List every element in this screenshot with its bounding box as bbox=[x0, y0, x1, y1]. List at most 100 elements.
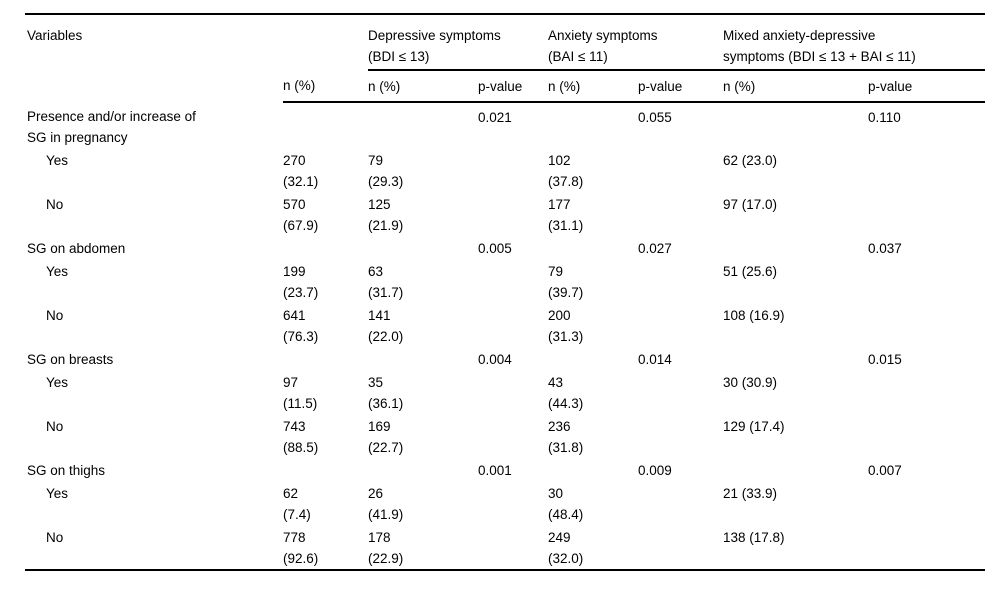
cell-depressive-pct: (22.7) bbox=[368, 440, 404, 455]
header-group-mixed-line2: symptoms (BDI ≤ 13 + BAI ≤ 11) bbox=[723, 49, 916, 64]
cell-depressive-pct: (21.9) bbox=[368, 218, 404, 233]
cell-mixed: 97 (17.0) bbox=[723, 197, 778, 212]
empty-cell bbox=[638, 525, 723, 570]
cell-anxiety: 30 (48.4) bbox=[548, 481, 638, 525]
category-row-abdomen: SG on abdomen 0.005 0.027 0.037 bbox=[25, 236, 985, 259]
cell-total-pct: (76.3) bbox=[283, 329, 319, 344]
cell-total-n: 62 bbox=[283, 486, 299, 501]
cell-total-n: 743 bbox=[283, 419, 306, 434]
category-label-cell: Presence and/or increase of SG in pregna… bbox=[25, 102, 283, 148]
cell-anxiety: 177 (31.1) bbox=[548, 192, 638, 236]
subheader-mixed-n: n (%) bbox=[723, 70, 869, 103]
cell-total-pct: (23.7) bbox=[283, 285, 319, 300]
cell-total: 778 (92.6) bbox=[283, 525, 368, 570]
category-row-thighs: SG on thighs 0.001 0.009 0.007 bbox=[25, 458, 985, 481]
empty-cell bbox=[368, 347, 478, 370]
cell-depressive-n: 169 bbox=[368, 419, 391, 434]
header-group-mixed: Mixed anxiety-depressive symptoms (BDI ≤… bbox=[723, 14, 986, 71]
header-group-depressive-line1: Depressive symptoms bbox=[368, 28, 501, 43]
empty-cell bbox=[638, 414, 723, 458]
p-value-depressive: 0.005 bbox=[478, 241, 512, 256]
cell-anxiety: 249 (32.0) bbox=[548, 525, 638, 570]
header-group-row: Variables Depressive symptoms (BDI ≤ 13)… bbox=[25, 14, 986, 71]
cell-depressive-pct: (29.3) bbox=[368, 174, 404, 189]
data-row-no: No 778 (92.6) 178 (22.9) 249 (32.0) 138 (17… bbox=[25, 525, 985, 570]
cell-depressive-pct: (41.9) bbox=[368, 507, 404, 522]
cell-anxiety-n: 200 bbox=[548, 308, 571, 323]
category-label-line1: SG on breasts bbox=[27, 352, 114, 367]
empty-cell bbox=[638, 148, 723, 192]
header-variables: Variables bbox=[27, 28, 83, 43]
cell-total-n: 199 bbox=[283, 264, 306, 279]
cell-total: 62 (7.4) bbox=[283, 481, 368, 525]
cell-anxiety-pct: (48.4) bbox=[548, 507, 584, 522]
empty-cell bbox=[723, 458, 868, 481]
cell-anxiety: 200 (31.3) bbox=[548, 303, 638, 347]
empty-cell bbox=[638, 370, 723, 414]
cell-total-n: 97 bbox=[283, 375, 299, 390]
category-row-breasts: SG on breasts 0.004 0.014 0.015 bbox=[25, 347, 985, 370]
category-row-pregnancy: Presence and/or increase of SG in pregna… bbox=[25, 102, 985, 148]
cell-depressive: 169 (22.7) bbox=[368, 414, 478, 458]
p-value-mixed: 0.037 bbox=[868, 241, 902, 256]
category-label-line1: SG on abdomen bbox=[27, 241, 126, 256]
category-label-cell: SG on breasts bbox=[25, 347, 283, 370]
cell-depressive: 26 (41.9) bbox=[368, 481, 478, 525]
p-value-anxiety: 0.009 bbox=[638, 463, 672, 478]
data-row-yes: Yes 270 (32.1) 79 (29.3) 102 (37.8) 62 (23.… bbox=[25, 148, 985, 192]
p-value-anxiety: 0.055 bbox=[638, 110, 672, 125]
empty-cell bbox=[638, 259, 723, 303]
cell-anxiety-n: 30 bbox=[548, 486, 564, 501]
subheader-depressive-n: n (%) bbox=[368, 70, 478, 103]
cell-depressive: 125 (21.9) bbox=[368, 192, 478, 236]
cell-anxiety-pct: (31.1) bbox=[548, 218, 584, 233]
header-group-depressive-line2: (BDI ≤ 13) bbox=[368, 49, 430, 64]
category-label-cell: SG on abdomen bbox=[25, 236, 283, 259]
empty-cell bbox=[478, 303, 548, 347]
cell-total-n: 270 bbox=[283, 153, 306, 168]
row-label: No bbox=[46, 308, 64, 323]
cell-total-pct: (7.4) bbox=[283, 507, 311, 522]
cell-depressive-pct: (31.7) bbox=[368, 285, 404, 300]
header-group-anxiety: Anxiety symptoms (BAI ≤ 11) bbox=[548, 14, 724, 71]
header-group-mixed-line1: Mixed anxiety-depressive bbox=[723, 28, 876, 43]
cell-depressive: 35 (36.1) bbox=[368, 370, 478, 414]
empty-cell bbox=[478, 259, 548, 303]
row-label: Yes bbox=[46, 486, 69, 501]
empty-cell bbox=[283, 458, 368, 481]
cell-total: 199 (23.7) bbox=[283, 259, 368, 303]
cell-depressive: 79 (29.3) bbox=[368, 148, 478, 192]
row-label: No bbox=[46, 530, 64, 545]
data-row-no: No 743 (88.5) 169 (22.7) 236 (31.8) 129 (17… bbox=[25, 414, 985, 458]
cell-anxiety-pct: (31.8) bbox=[548, 440, 584, 455]
cell-anxiety-pct: (32.0) bbox=[548, 551, 584, 566]
cell-total: 743 (88.5) bbox=[283, 414, 368, 458]
statistics-table: Variables Depressive symptoms (BDI ≤ 13)… bbox=[25, 13, 986, 571]
empty-cell bbox=[638, 192, 723, 236]
empty-cell bbox=[368, 236, 478, 259]
data-row-yes: Yes 62 (7.4) 26 (41.9) 30 (48.4) 21 (33.9) bbox=[25, 481, 985, 525]
p-value-mixed: 0.110 bbox=[868, 110, 901, 125]
cell-depressive-n: 26 bbox=[368, 486, 384, 501]
data-row-no: No 570 (67.9) 125 (21.9) 177 (31.1) 97 (17.… bbox=[25, 192, 985, 236]
subheader-total-n: n (%) bbox=[283, 70, 368, 103]
empty-cell bbox=[868, 259, 985, 303]
category-label-cell: SG on thighs bbox=[25, 458, 283, 481]
cell-total: 570 (67.9) bbox=[283, 192, 368, 236]
cell-mixed: 129 (17.4) bbox=[723, 419, 785, 434]
p-value-anxiety: 0.014 bbox=[638, 352, 672, 367]
row-label: Yes bbox=[46, 153, 69, 168]
cell-total-pct: (32.1) bbox=[283, 174, 319, 189]
cell-depressive: 178 (22.9) bbox=[368, 525, 478, 570]
empty-cell bbox=[548, 102, 638, 148]
empty-cell bbox=[723, 102, 868, 148]
cell-total-pct: (88.5) bbox=[283, 440, 319, 455]
statistics-table-container: Variables Depressive symptoms (BDI ≤ 13)… bbox=[25, 13, 986, 571]
cell-anxiety: 102 (37.8) bbox=[548, 148, 638, 192]
empty-cell bbox=[548, 347, 638, 370]
cell-anxiety-pct: (37.8) bbox=[548, 174, 584, 189]
category-label-line1: SG on thighs bbox=[27, 463, 106, 478]
cell-depressive-pct: (22.9) bbox=[368, 551, 404, 566]
p-value-depressive: 0.001 bbox=[478, 463, 512, 478]
p-value-anxiety: 0.027 bbox=[638, 241, 672, 256]
